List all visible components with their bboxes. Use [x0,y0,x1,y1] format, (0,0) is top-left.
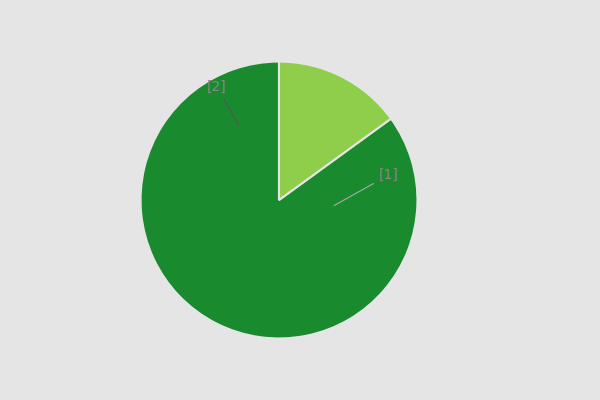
Wedge shape [279,62,391,200]
Text: [1]: [1] [334,168,398,206]
Wedge shape [140,62,418,338]
Text: [2]: [2] [207,80,239,126]
